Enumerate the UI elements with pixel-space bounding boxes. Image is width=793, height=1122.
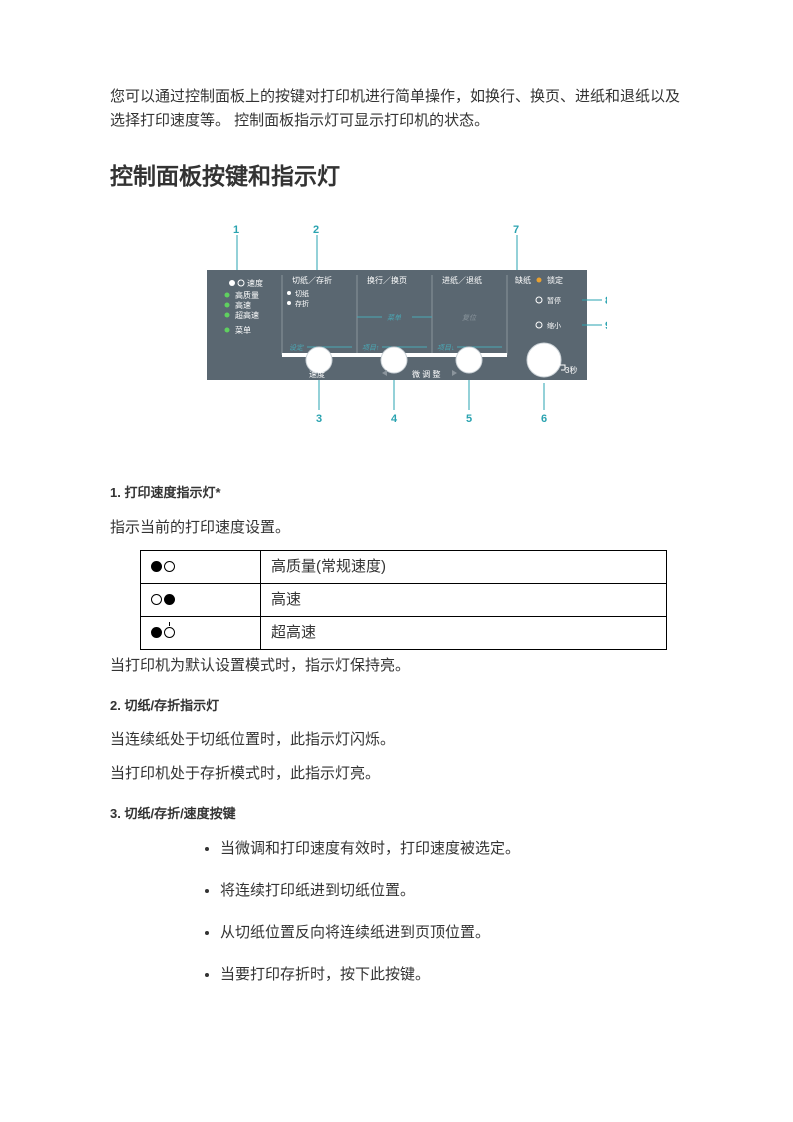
svg-text:5: 5 (466, 413, 472, 425)
svg-text:3: 3 (316, 413, 322, 425)
svg-text:菜单: 菜单 (387, 314, 402, 322)
svg-text:高质量: 高质量 (235, 290, 259, 300)
indicator-desc: 超高速 (261, 616, 667, 649)
indicator-desc: 高速 (261, 583, 667, 616)
svg-text:存折: 存折 (295, 299, 309, 308)
svg-text:项目↑: 项目↑ (362, 344, 380, 352)
svg-text:4: 4 (391, 413, 398, 425)
svg-text:微 调 整: 微 调 整 (412, 369, 440, 379)
svg-text:项目↓: 项目↓ (437, 344, 455, 352)
indicator-table: 高质量(常规速度) 高速 超高速 (140, 550, 667, 650)
svg-text:3秒: 3秒 (565, 365, 577, 375)
table-row: 超高速 (141, 616, 667, 649)
list-item: 将连续打印纸进到切纸位置。 (220, 879, 683, 903)
page-heading: 控制面板按键和指示灯 (110, 158, 683, 195)
list-item: 当微调和打印速度有效时，打印速度被选定。 (220, 837, 683, 861)
section1-title: 1. 打印速度指示灯* (110, 483, 683, 504)
indicator-symbol (141, 616, 261, 649)
svg-text:速度: 速度 (247, 278, 263, 288)
indicator-symbol (141, 550, 261, 583)
svg-text:进纸／退纸: 进纸／退纸 (442, 275, 482, 285)
section2-body2: 当打印机处于存折模式时，此指示灯亮。 (110, 762, 683, 786)
table-row: 高质量(常规速度) (141, 550, 667, 583)
list-item: 从切纸位置反向将连续纸进到页顶位置。 (220, 921, 683, 945)
indicator-desc: 高质量(常规速度) (261, 550, 667, 583)
svg-text:缩小: 缩小 (547, 321, 561, 330)
control-panel-diagram: 1 2 7 速度 高质量 高速 超高速 菜单 切纸／存折 换行／换页 进纸／退纸… (110, 225, 683, 433)
svg-text:复位: 复位 (462, 314, 477, 322)
svg-text:设定: 设定 (289, 344, 304, 352)
svg-text:锁定: 锁定 (547, 275, 563, 285)
section2-title: 2. 切纸/存折指示灯 (110, 696, 683, 717)
svg-text:6: 6 (541, 413, 547, 425)
section1-note: 当打印机为默认设置模式时，指示灯保持亮。 (110, 654, 683, 678)
svg-text:超高速: 超高速 (235, 310, 259, 320)
svg-text:高速: 高速 (235, 300, 251, 310)
svg-text:速度: 速度 (309, 369, 325, 379)
section3-title: 3. 切纸/存折/速度按键 (110, 804, 683, 825)
svg-text:2: 2 (313, 225, 319, 236)
svg-text:8: 8 (605, 295, 607, 307)
indicator-symbol (141, 583, 261, 616)
svg-text:暂停: 暂停 (547, 296, 561, 305)
svg-text:换行／换页: 换行／换页 (367, 275, 407, 285)
list-item: 当要打印存折时，按下此按键。 (220, 963, 683, 987)
svg-text:切纸／存折: 切纸／存折 (292, 275, 332, 285)
intro-text: 您可以通过控制面板上的按键对打印机进行简单操作，如换行、换页、进纸和退纸以及选择… (110, 85, 683, 133)
section3-list: 当微调和打印速度有效时，打印速度被选定。 将连续打印纸进到切纸位置。 从切纸位置… (110, 837, 683, 987)
svg-text:缺纸: 缺纸 (515, 275, 531, 285)
svg-text:切纸: 切纸 (295, 289, 309, 298)
svg-text:菜单: 菜单 (235, 325, 251, 335)
table-row: 高速 (141, 583, 667, 616)
svg-text:7: 7 (513, 225, 519, 236)
svg-text:1: 1 (233, 225, 239, 236)
section1-body: 指示当前的打印速度设置。 (110, 516, 683, 540)
svg-text:9: 9 (605, 320, 607, 332)
section2-body1: 当连续纸处于切纸位置时，此指示灯闪烁。 (110, 728, 683, 752)
